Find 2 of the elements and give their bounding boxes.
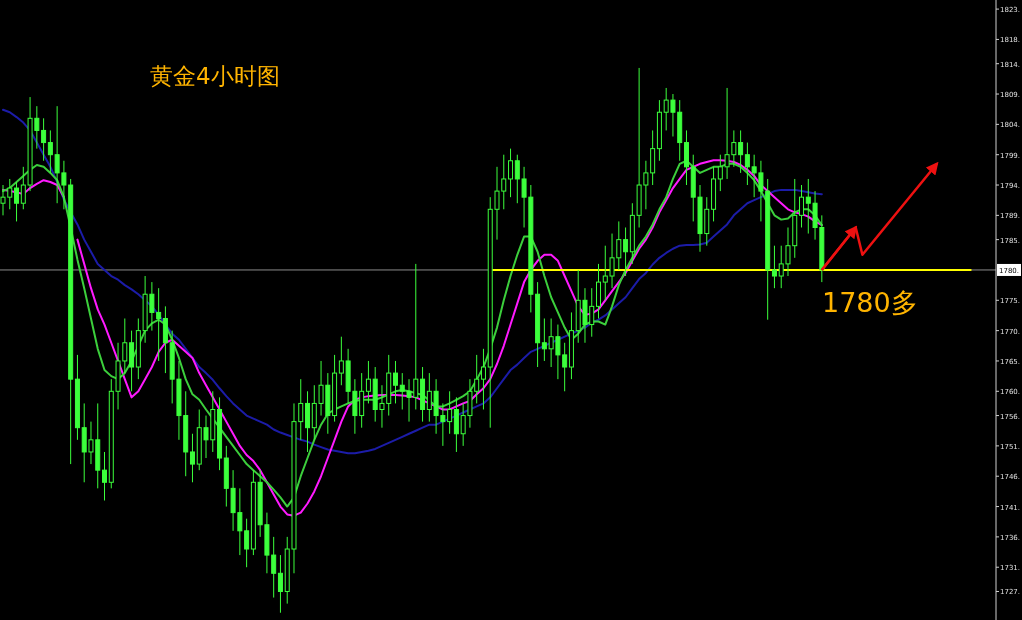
title: 黄金4小时图: [150, 63, 280, 89]
annotation: 1780多: [822, 286, 918, 318]
